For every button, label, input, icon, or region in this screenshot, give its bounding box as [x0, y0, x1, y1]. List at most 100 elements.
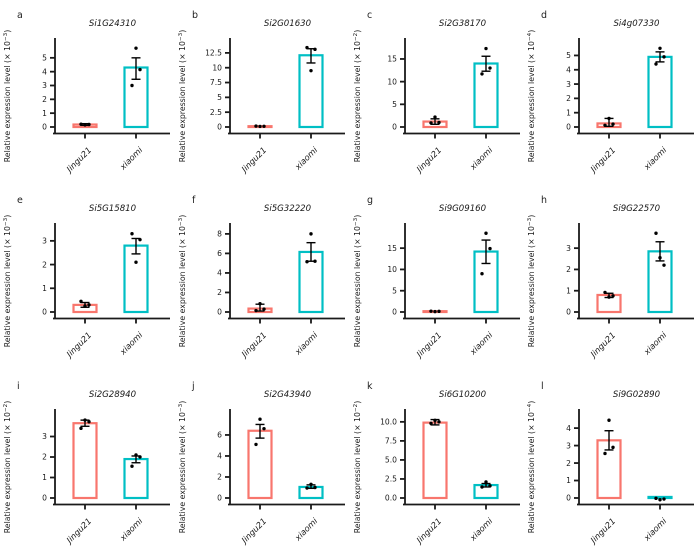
- axes: [577, 223, 695, 320]
- panel-e-chart: e Si5G15810 Relative expression level (× 1…: [3, 195, 170, 361]
- data-point-xiaomi: [487, 483, 492, 488]
- y-tick-label: 8: [217, 230, 222, 239]
- panel-h-chart: h Si9G22570 Relative expression level (× 1…: [527, 195, 695, 361]
- data-point-jingu21: [79, 122, 83, 126]
- data-point-xiaomi: [313, 47, 317, 52]
- y-tick-label: 4: [217, 269, 222, 278]
- data-point-xiaomi: [309, 68, 313, 73]
- panel-letter: d: [541, 10, 547, 21]
- y-tick-label: 0: [217, 308, 222, 317]
- panel-k-chart: k Si6G10200 Relative expression level (× 1…: [353, 381, 520, 546]
- panel-g-chart: g Si9G09160 Relative expression level (× 1…: [353, 195, 520, 361]
- y-tick-label: 5: [42, 54, 47, 63]
- data-point-xiaomi: [654, 62, 658, 66]
- x-tick-label: Jingu21: [587, 330, 617, 360]
- data-point-jingu21: [83, 418, 87, 422]
- y-tick-label: 2: [42, 452, 47, 461]
- data-point-xiaomi: [654, 496, 658, 500]
- data-point-xiaomi: [658, 497, 662, 502]
- y-tick-label: 4: [566, 65, 571, 74]
- panel-title: Si2G28940: [89, 390, 137, 400]
- data-point-jingu21: [258, 417, 262, 421]
- panel-i: i Si2G28940 Relative expression level (× 1…: [0, 371, 175, 556]
- panel-title: Si9G09160: [438, 204, 486, 214]
- y-tick-label: 0: [566, 493, 571, 502]
- data-point-xiaomi: [313, 259, 317, 264]
- panel-letter: c: [367, 10, 372, 21]
- data-point-xiaomi: [305, 485, 309, 490]
- y-axis-label: Relative expression level (× 10−2): [353, 30, 362, 163]
- data-point-jingu21: [254, 124, 258, 128]
- y-tick-label: 7.5: [384, 436, 396, 445]
- y-tick-label: 7.5: [210, 78, 222, 87]
- bar-xiaomi: [123, 457, 149, 499]
- panel-title: Si2G01630: [264, 19, 312, 29]
- x-tick-label: Jingu21: [63, 145, 93, 175]
- data-point-jingu21: [83, 304, 87, 309]
- y-tick-label: 0.0: [384, 493, 396, 502]
- data-point-xiaomi: [483, 231, 488, 236]
- axes: [53, 37, 170, 135]
- y-tick-label: 0: [392, 308, 397, 317]
- x-tick-label: Jingu21: [238, 145, 268, 175]
- panel-letter: i: [17, 381, 20, 392]
- y-tick-label: 4: [566, 423, 571, 432]
- y-tick-label: 15: [387, 244, 397, 253]
- data-point-jingu21: [607, 295, 611, 300]
- data-point-xiaomi: [658, 46, 662, 50]
- data-point-xiaomi: [305, 260, 309, 264]
- data-point-xiaomi: [662, 55, 666, 59]
- bar-jingu21: [421, 421, 448, 499]
- y-tick-label: 1: [42, 473, 47, 482]
- data-point-xiaomi: [134, 452, 138, 457]
- data-point-xiaomi: [479, 484, 484, 489]
- bar-xiaomi: [472, 62, 499, 129]
- y-axis-label: Relative expression level (× 10−3): [178, 215, 187, 348]
- data-point-jingu21: [607, 116, 611, 121]
- y-tick-label: 3: [42, 237, 47, 246]
- data-point-xiaomi: [662, 263, 666, 268]
- panel-c: c Si2G38170 Relative expression level (× 1…: [350, 0, 525, 185]
- panel-d-chart: d Si4g07330 Relative expression level (× 1…: [527, 10, 695, 175]
- y-tick-label: 0: [392, 123, 397, 132]
- y-tick-label: 4: [217, 451, 222, 460]
- data-point-jingu21: [428, 309, 433, 314]
- y-tick-label: 6: [217, 249, 222, 258]
- x-tick-label: xiaomi: [292, 330, 320, 358]
- panel-h: h Si9G22570 Relative expression level (× 1…: [524, 185, 699, 370]
- data-point-xiaomi: [309, 232, 313, 236]
- y-tick-label: 0: [566, 308, 571, 317]
- data-point-jingu21: [603, 123, 607, 127]
- data-point-jingu21: [258, 124, 262, 129]
- error-bar-xiaomi: [655, 51, 665, 63]
- data-point-jingu21: [436, 419, 441, 424]
- x-tick-label: xiaomi: [117, 330, 145, 358]
- y-tick-label: 6: [217, 430, 222, 439]
- y-tick-label: 0: [42, 308, 47, 317]
- panel-title: Si9G02890: [613, 390, 661, 400]
- data-point-jingu21: [254, 309, 258, 313]
- y-tick-label: 1: [42, 109, 47, 118]
- y-tick-label: 3: [42, 81, 47, 90]
- data-point-jingu21: [611, 122, 615, 126]
- data-point-jingu21: [436, 309, 441, 314]
- axes: [402, 37, 520, 135]
- x-tick-label: Jingu21: [412, 330, 442, 360]
- data-point-xiaomi: [658, 256, 662, 260]
- axes: [227, 408, 345, 505]
- data-point-xiaomi: [130, 232, 134, 236]
- panel-f-chart: f Si5G32220 Relative expression level (× 1…: [178, 195, 345, 361]
- y-tick-label: 15: [387, 55, 397, 64]
- data-point-xiaomi: [138, 67, 142, 72]
- x-tick-label: xiaomi: [641, 515, 669, 543]
- y-tick-label: 5: [566, 51, 571, 60]
- y-tick-label: 2: [42, 261, 47, 270]
- panel-b-chart: b Si2G01630 Relative expression level (× 1…: [178, 10, 345, 175]
- panel-title: Si2G38170: [438, 19, 486, 29]
- y-axis-label: Relative expression level (× 10−2): [3, 400, 12, 533]
- data-point-jingu21: [254, 442, 258, 446]
- y-tick-label: 10: [387, 77, 397, 86]
- y-tick-label: 3: [566, 244, 571, 253]
- panel-title: Si4g07330: [614, 19, 661, 29]
